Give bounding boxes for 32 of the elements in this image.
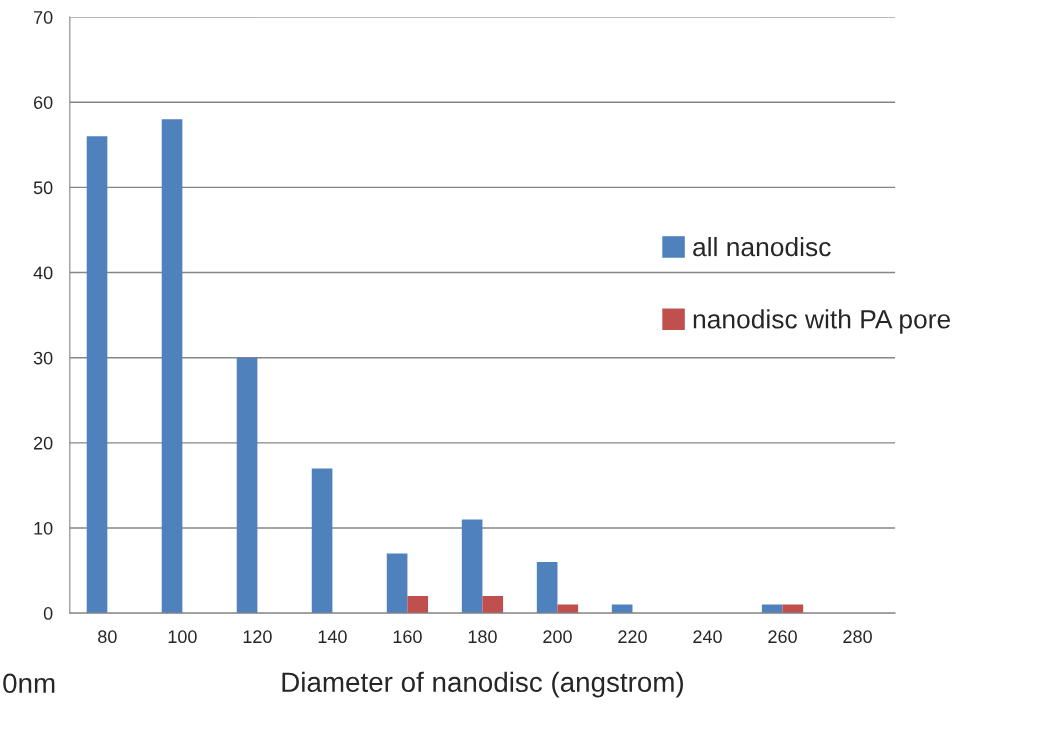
x-tick-label: 180 bbox=[468, 630, 497, 644]
y-tick-label: 20 bbox=[33, 436, 53, 450]
bar bbox=[311, 468, 333, 614]
bar bbox=[161, 119, 183, 614]
x-tick-label: 280 bbox=[843, 630, 872, 644]
y-tick-label: 0 bbox=[43, 607, 53, 620]
bar bbox=[536, 562, 558, 614]
bar bbox=[236, 357, 258, 614]
x-tick-label: 140 bbox=[318, 630, 347, 644]
y-tick-label: 40 bbox=[33, 266, 53, 280]
y-tick-label: 30 bbox=[33, 351, 53, 365]
x-tick-label: 240 bbox=[693, 630, 722, 644]
x-tick-label: 260 bbox=[768, 630, 797, 644]
x-tick-label: 160 bbox=[393, 630, 422, 644]
legend-label: all nanodisc bbox=[693, 236, 831, 257]
x-tick-label: 220 bbox=[618, 630, 647, 644]
x-tick-label: 100 bbox=[168, 630, 197, 644]
bar bbox=[482, 596, 504, 614]
y-tick-label: 60 bbox=[34, 96, 53, 109]
y-tick-label: 10 bbox=[34, 521, 53, 535]
x-tick-label: 120 bbox=[243, 630, 272, 644]
text: 0nm bbox=[3, 673, 55, 694]
y-tick-label: 50 bbox=[33, 181, 53, 195]
bar bbox=[86, 136, 108, 614]
legend-label: nanodisc with PA pore bbox=[693, 309, 951, 334]
bar bbox=[407, 596, 429, 614]
x-tick-label: 200 bbox=[543, 630, 572, 644]
y-tick-label: 70 bbox=[34, 11, 53, 24]
x-tick-label: 80 bbox=[98, 630, 117, 644]
bar bbox=[461, 519, 483, 614]
x-axis-title: Diameter of nanodisc (angstrom) bbox=[282, 671, 683, 698]
bar bbox=[386, 553, 408, 614]
